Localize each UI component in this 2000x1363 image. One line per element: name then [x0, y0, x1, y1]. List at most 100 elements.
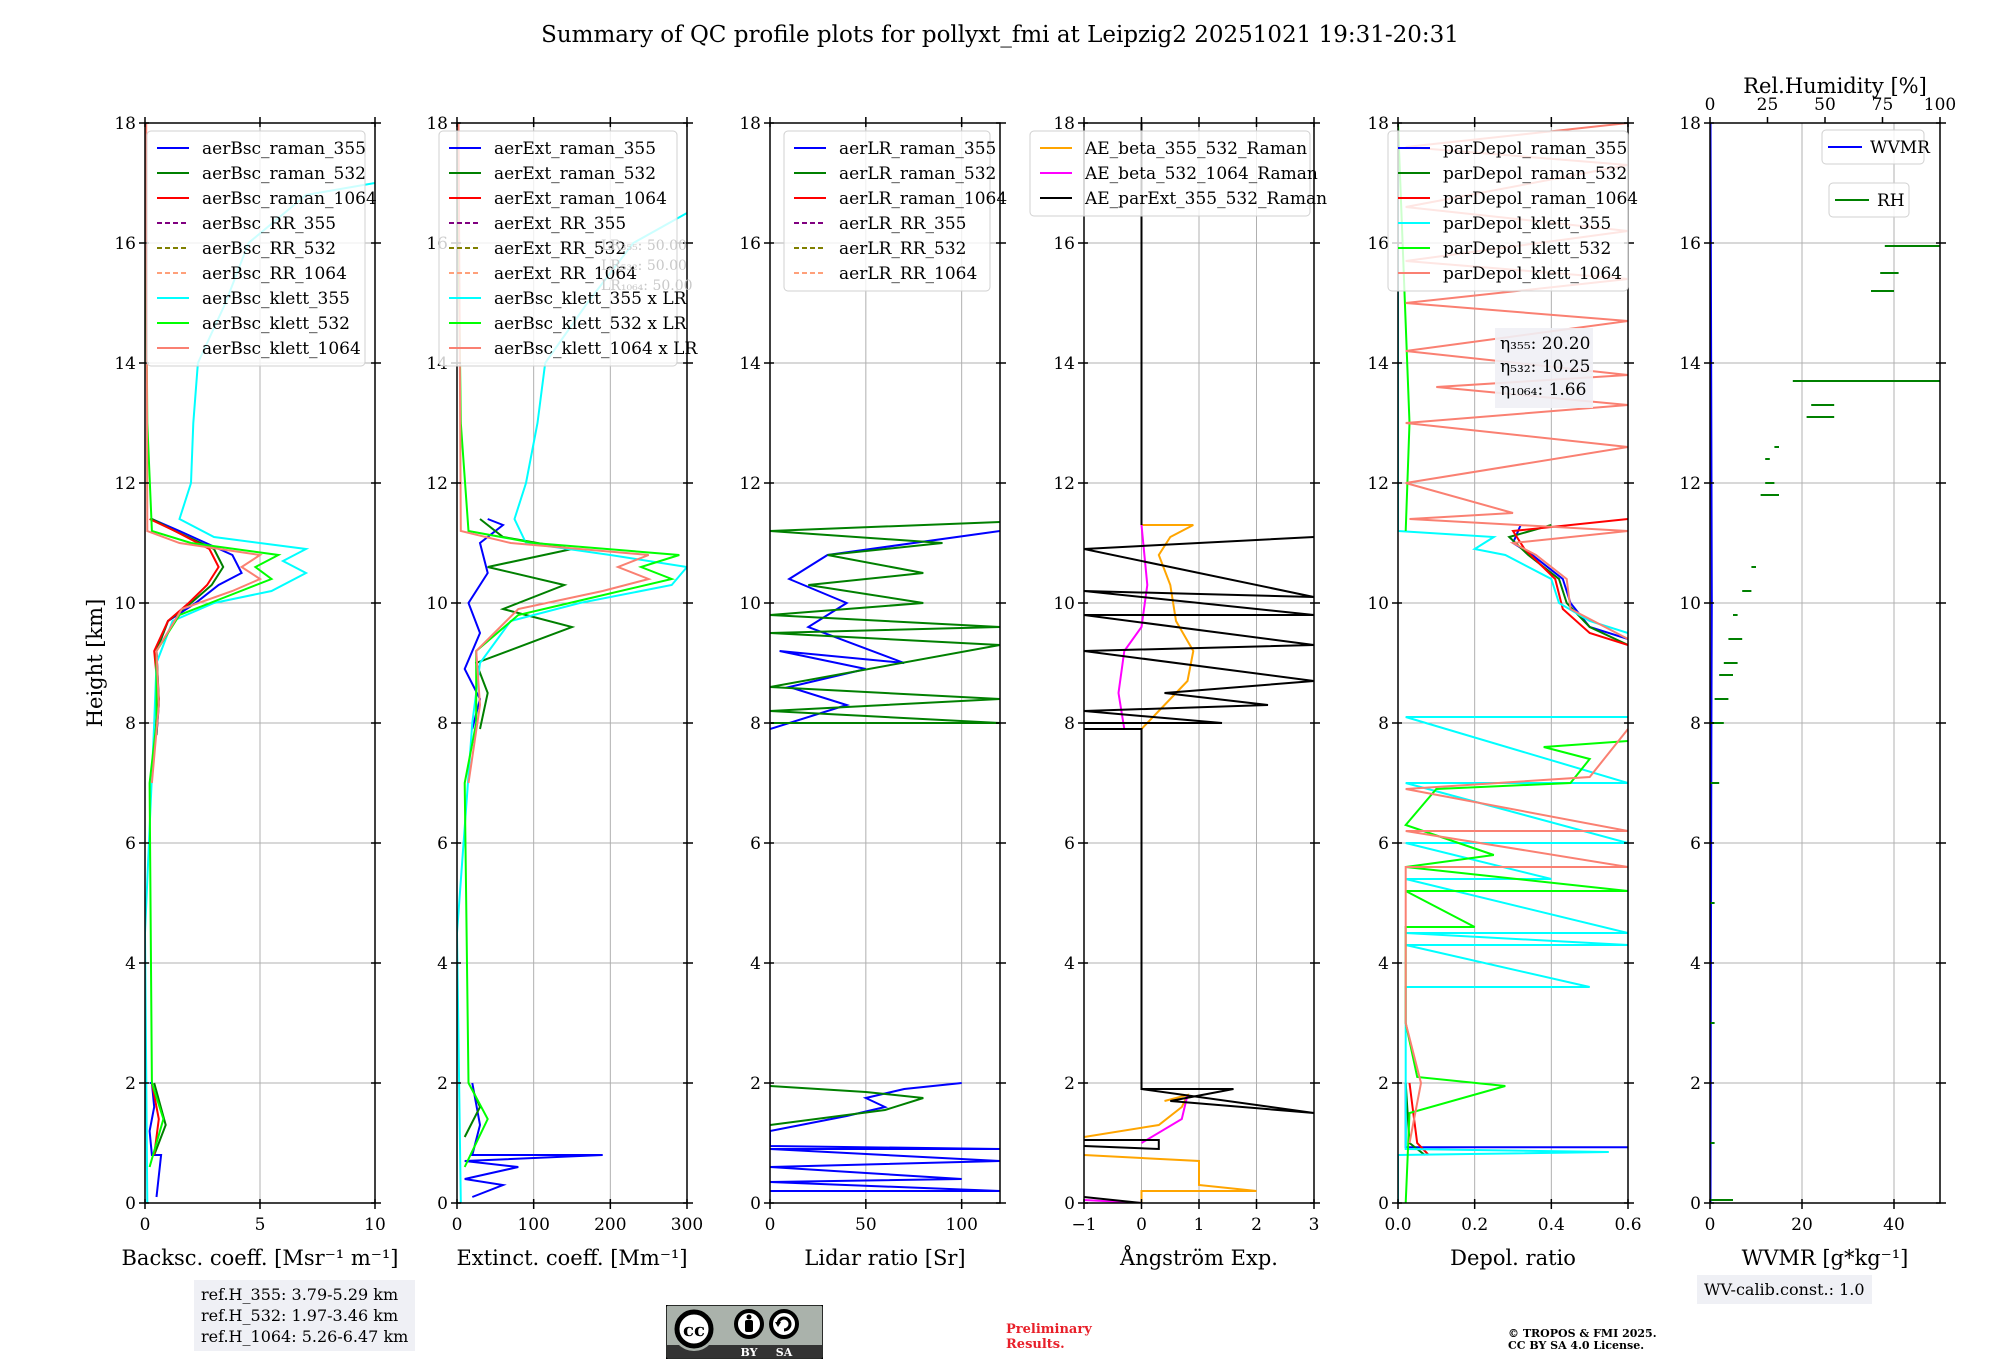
- x-tick-label: 100: [945, 1215, 977, 1235]
- eta-label: η₁₀₆₄: 1.66: [1500, 380, 1586, 400]
- axes-frame: [769, 122, 1001, 1204]
- series-line-AE_beta_355_532_Raman: [1140, 524, 1195, 730]
- x-tick-label: 0.2: [1461, 1215, 1488, 1235]
- panel-lr: 0 2 4 6 8 10 12 14 16 18 0 50 100 Lidar ratio [Sr] aer…: [739, 114, 1007, 1270]
- x2-tick-label: 0: [1705, 95, 1716, 115]
- series-line-aerBsc_raman_532: [151, 518, 225, 736]
- legend-box: [1821, 129, 1925, 165]
- y-tick-label: 8: [1378, 714, 1389, 734]
- lr-annotation: LR₁₀₆₄: 50.00: [601, 278, 693, 294]
- x-axis-label: Depol. ratio: [1450, 1246, 1576, 1270]
- series-line-aerBsc_klett_532 x LR: [457, 123, 680, 1168]
- y-tick-label: 10: [114, 594, 136, 614]
- y-tick-label: 6: [1064, 834, 1075, 854]
- by-label: BY: [741, 1346, 758, 1359]
- series-line-aerBsc_raman_532: [153, 1082, 167, 1156]
- preliminary-line-1: Preliminary: [1006, 1322, 1092, 1337]
- series-line-AE_beta_355_532_Raman: [1084, 1154, 1257, 1203]
- x-tick-label: 0: [1136, 1215, 1147, 1235]
- series-line-AE_beta_532_1064_Raman: [1117, 524, 1149, 730]
- series-line-aerExt_raman_532: [463, 1088, 482, 1138]
- legend-label: AE_beta_532_1064_Raman: [1084, 164, 1318, 184]
- series-line-AE_parExt_355_532_Raman: [1084, 1139, 1160, 1151]
- preliminary-line-2: Results.: [1006, 1337, 1065, 1352]
- x-tick-label: 200: [594, 1215, 626, 1235]
- legend-label: aerLR_raman_532: [839, 164, 996, 184]
- legend-label: aerBsc_raman_1064: [202, 189, 377, 209]
- sa-icon: [769, 1309, 799, 1339]
- y-tick-label: 14: [1053, 354, 1075, 374]
- y-tick-label: 4: [1064, 954, 1075, 974]
- series-line-AE_parExt_355_532_Raman: [1084, 728, 1314, 1114]
- x-tick-label: −1: [1071, 1215, 1096, 1235]
- series-line-aerBsc_raman_1064: [149, 518, 220, 736]
- y-tick-label: 18: [1679, 114, 1701, 134]
- y-tick-label: 10: [739, 594, 761, 614]
- y-tick-label: 14: [739, 354, 761, 374]
- cc-icon: [674, 1309, 714, 1349]
- legend-box: [783, 130, 991, 292]
- series-line-parDepol_klett_355: [1398, 716, 1628, 1203]
- series-line-parDepol_raman_355: [1404, 1083, 1628, 1149]
- series-line-aerLR_raman_355: [770, 1082, 1000, 1192]
- legend-lr: aerLR_raman_355 aerLR_raman_532 aerLR_rama…: [783, 130, 1007, 292]
- cc-text: cc: [683, 1320, 705, 1341]
- x-tick-label: 0.4: [1538, 1215, 1565, 1235]
- y-tick-label: 2: [1064, 1074, 1075, 1094]
- y-tick-label: 0: [1378, 1194, 1389, 1214]
- ref-height-532: ref.H_532: 1.97-3.46 km: [201, 1306, 399, 1325]
- series-line-parDepol_klett_532: [1403, 740, 1628, 1203]
- x2-axis-label: Rel.Humidity [%]: [1743, 74, 1927, 98]
- x-axis-label: Ångström Exp.: [1119, 1245, 1278, 1270]
- legend-label: parDepol_raman_355: [1443, 139, 1627, 159]
- y-tick-label: 8: [125, 714, 136, 734]
- y-tick-label: 12: [426, 474, 448, 494]
- series-line-aerExt_raman_532: [474, 518, 576, 730]
- copyright-line-2: CC BY SA 4.0 License.: [1508, 1339, 1645, 1352]
- series-line-parDepol_raman_532: [1507, 524, 1628, 646]
- legend-label: aerBsc_klett_532 x LR: [494, 314, 688, 334]
- x-tick-label: 0: [140, 1215, 151, 1235]
- legend-wvmr: WVMR: [1821, 129, 1931, 165]
- legend-label: aerLR_RR_355: [839, 214, 966, 234]
- y-tick-label: 12: [1367, 474, 1389, 494]
- x-axis-label: Lidar ratio [Sr]: [804, 1246, 965, 1270]
- series-line-aerBsc_klett_532: [145, 123, 282, 1168]
- series-line-AE_beta_355_532_Raman: [1084, 1093, 1190, 1138]
- y-tick-label: 16: [114, 234, 136, 254]
- y-tick-label: 8: [437, 714, 448, 734]
- legend-label: aerBsc_klett_355 x LR: [494, 289, 688, 309]
- series-line-aerLR_raman_532: [770, 1085, 924, 1126]
- x-tick-label: 0.6: [1614, 1215, 1641, 1235]
- y-tick-label: 6: [1378, 834, 1389, 854]
- y-tick-label: 0: [1064, 1194, 1075, 1214]
- legend-label: aerExt_RR_355: [494, 214, 626, 234]
- y-tick-label: 16: [1367, 234, 1389, 254]
- legend-box: [438, 130, 678, 367]
- series-line-aerExt_raman_355: [463, 518, 505, 730]
- y-tick-label: 2: [750, 1074, 761, 1094]
- y-tick-label: 2: [1378, 1074, 1389, 1094]
- x-axis-label: WVMR [g*kg⁻¹]: [1742, 1246, 1909, 1270]
- legend-label: aerBsc_klett_532: [202, 314, 350, 334]
- x-tick-label: 0.0: [1384, 1215, 1411, 1235]
- legend-label: aerBsc_raman_355: [202, 139, 366, 159]
- y-tick-label: 6: [1690, 834, 1701, 854]
- x-tick-label: 2: [1251, 1215, 1262, 1235]
- series-line-parDepol_raman_1064: [1511, 518, 1628, 646]
- x-tick-label: 5: [255, 1215, 266, 1235]
- legend-label: parDepol_klett_355: [1443, 214, 1611, 234]
- y-tick-label: 4: [1690, 954, 1701, 974]
- y-tick-label: 12: [114, 474, 136, 494]
- figure-title: Summary of QC profile plots for pollyxt_…: [541, 22, 1459, 48]
- y-tick-label: 10: [1053, 594, 1075, 614]
- eta-box: [1495, 328, 1593, 408]
- y-tick-label: 0: [1690, 1194, 1701, 1214]
- y-tick-label: 0: [125, 1194, 136, 1214]
- legend-label: aerBsc_klett_1064 x LR: [494, 339, 698, 359]
- y-tick-label: 2: [1690, 1074, 1701, 1094]
- y-tick-label: 12: [1679, 474, 1701, 494]
